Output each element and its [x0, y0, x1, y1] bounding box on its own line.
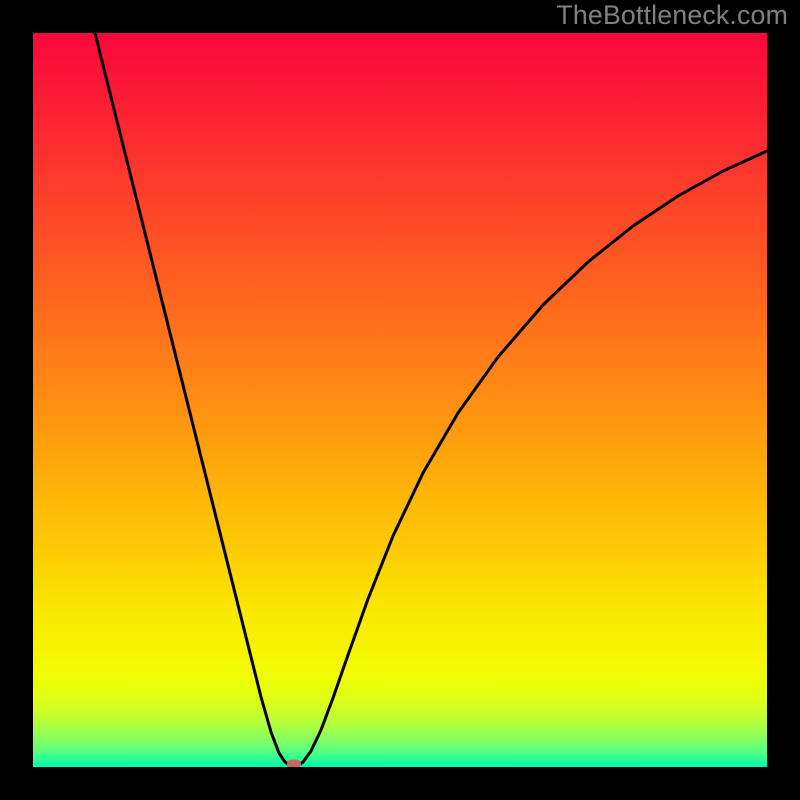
plot-area — [33, 33, 767, 767]
chart-container: TheBottleneck.com — [0, 0, 800, 800]
optimum-marker — [287, 760, 301, 768]
plot-svg — [33, 33, 767, 767]
gradient-background — [33, 33, 767, 767]
watermark-text: TheBottleneck.com — [556, 0, 788, 31]
